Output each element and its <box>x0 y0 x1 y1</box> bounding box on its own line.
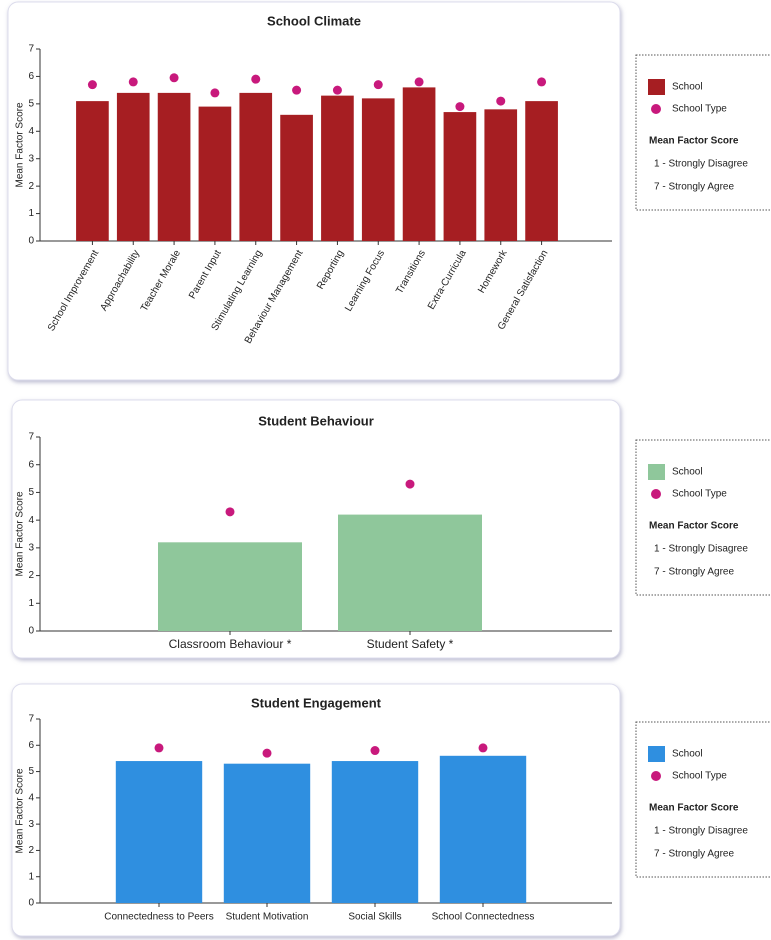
panel <box>11 399 621 659</box>
y-axis-label: Mean Factor Score <box>15 491 26 576</box>
x-tick-label: Social Skills <box>348 912 401 923</box>
bar <box>443 112 477 241</box>
bar <box>338 514 482 631</box>
bar <box>321 95 354 241</box>
y-tick-label: 4 <box>28 515 34 526</box>
y-tick-label: 3 <box>28 819 34 830</box>
y-tick-label: 0 <box>28 626 34 637</box>
marker <box>210 88 220 98</box>
marker <box>478 743 488 753</box>
legend-note: 7 - Strongly Agree <box>654 182 734 193</box>
legend-note: 1 - Strongly Disagree <box>654 826 748 837</box>
marker <box>414 77 424 87</box>
y-tick-label: 7 <box>28 44 34 55</box>
marker <box>292 85 302 95</box>
legend-marker <box>651 104 661 114</box>
legend-note: 7 - Strongly Agree <box>654 567 734 578</box>
y-tick-label: 5 <box>28 487 34 498</box>
y-tick-label: 0 <box>28 898 34 909</box>
y-tick-label: 5 <box>28 98 34 109</box>
legend-title: Mean Factor Score <box>649 521 739 532</box>
y-tick-label: 5 <box>28 766 34 777</box>
y-tick-label: 7 <box>28 714 34 725</box>
y-tick-label: 0 <box>28 236 34 247</box>
marker <box>496 96 506 106</box>
y-tick-label: 1 <box>28 208 34 219</box>
bar <box>116 92 150 241</box>
marker <box>154 743 164 753</box>
chart-title: Student Behaviour <box>258 413 374 428</box>
y-tick-label: 1 <box>28 871 34 882</box>
y-tick-label: 7 <box>28 432 34 443</box>
legend-title: Mean Factor Score <box>649 803 739 814</box>
y-tick-label: 1 <box>28 598 34 609</box>
legend-note: 1 - Strongly Disagree <box>654 544 748 555</box>
legend-title: Mean Factor Score <box>649 136 739 147</box>
bar <box>158 542 302 631</box>
y-tick-label: 2 <box>28 845 34 856</box>
legend-swatch <box>648 79 665 95</box>
y-tick-label: 4 <box>28 126 34 137</box>
marker <box>225 507 235 517</box>
bar <box>223 763 311 903</box>
bar <box>439 755 527 903</box>
x-tick-label: Student Motivation <box>226 912 309 923</box>
bar <box>115 761 203 903</box>
bar <box>76 101 109 241</box>
legend-label: School Type <box>672 489 727 500</box>
marker <box>455 102 465 112</box>
y-tick-label: 3 <box>28 542 34 553</box>
bar <box>525 101 558 241</box>
y-tick-label: 2 <box>28 181 34 192</box>
bar <box>239 92 273 241</box>
panel <box>11 683 621 937</box>
marker <box>373 80 383 90</box>
legend-swatch <box>648 746 665 762</box>
marker <box>332 85 342 95</box>
legend-label: School <box>672 467 703 478</box>
bar <box>157 92 191 241</box>
bar <box>484 109 518 241</box>
bar <box>402 87 436 242</box>
y-tick-label: 6 <box>28 740 34 751</box>
x-tick-label: School Connectedness <box>432 912 535 923</box>
marker <box>537 77 547 87</box>
legend-label: School Type <box>672 104 727 115</box>
bar <box>280 114 313 241</box>
y-axis-label: Mean Factor Score <box>15 102 26 187</box>
y-tick-label: 6 <box>28 459 34 470</box>
y-tick-label: 3 <box>28 153 34 164</box>
bar <box>331 761 419 903</box>
x-tick-label: Student Safety * <box>367 637 454 651</box>
legend-marker <box>651 771 661 781</box>
y-tick-label: 4 <box>28 792 34 803</box>
marker <box>87 80 97 90</box>
marker <box>262 748 272 758</box>
legend-swatch <box>648 464 665 480</box>
marker <box>370 746 380 756</box>
bar <box>198 106 232 241</box>
x-tick-label: Connectedness to Peers <box>104 912 214 923</box>
legend-note: 7 - Strongly Agree <box>654 849 734 860</box>
y-tick-label: 2 <box>28 570 34 581</box>
legend-label: School <box>672 749 703 760</box>
y-axis-label: Mean Factor Score <box>15 768 26 853</box>
y-tick-label: 6 <box>28 71 34 82</box>
chart-title: Student Engagement <box>251 695 382 710</box>
legend-label: School <box>672 82 703 93</box>
chart-title: School Climate <box>267 13 361 28</box>
legend-note: 1 - Strongly Disagree <box>654 159 748 170</box>
x-tick-label: Classroom Behaviour * <box>169 637 292 651</box>
marker <box>405 479 415 489</box>
marker <box>251 74 261 84</box>
marker <box>169 73 179 83</box>
legend-marker <box>651 489 661 499</box>
bar <box>361 98 395 241</box>
marker <box>128 77 138 87</box>
legend-label: School Type <box>672 771 727 782</box>
